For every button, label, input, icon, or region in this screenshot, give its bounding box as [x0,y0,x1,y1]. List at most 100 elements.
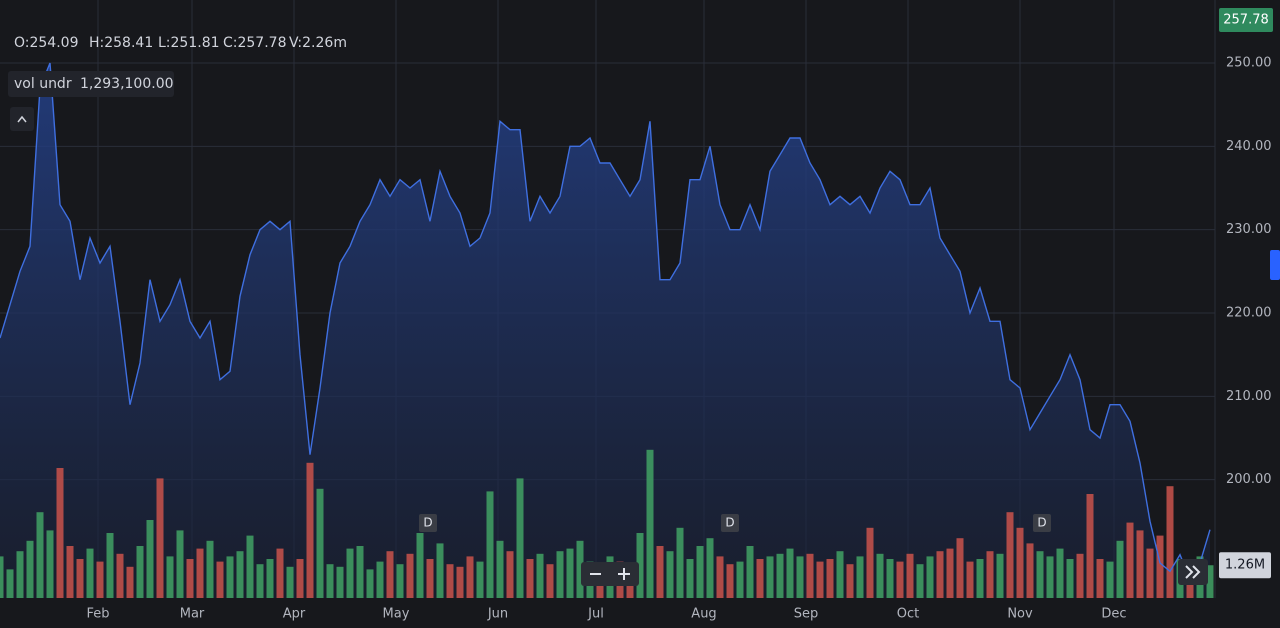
volume-bar [796,556,804,598]
volume-bar [256,564,264,598]
volume-bar [416,533,424,598]
x-tick-label: Sep [794,607,819,622]
volume-bar [756,559,764,598]
event-label: D [423,516,432,530]
volume-bar [326,564,334,598]
volume-bar [206,540,214,598]
y-tick-label: 230.00 [1226,222,1272,237]
volume-bar [1136,530,1144,598]
volume-bar [456,566,464,598]
volume-bar [936,551,944,598]
event-marker [1033,514,1051,532]
x-tick-label: May [383,607,410,622]
volume-bar [856,556,864,598]
volume-bar [1116,540,1124,598]
collapse-button[interactable] [10,107,34,131]
volume-bar [876,553,884,598]
event-label: D [725,516,734,530]
indicator-box[interactable] [8,71,174,97]
volume-bar [786,548,794,598]
volume-bar [306,462,314,598]
volume-bar [846,564,854,598]
volume-bar [886,559,894,598]
volume-bar [36,512,44,598]
volume-bar [1146,548,1154,598]
volume-bar [926,556,934,598]
x-tick-label: Mar [180,607,205,622]
volume-bar [1036,551,1044,598]
volume-bar [316,488,324,598]
volume-bar [476,561,484,598]
volume-tag [1219,552,1271,579]
volume-bar [56,468,64,598]
volume-bar [216,561,224,598]
last-price-tag [1219,8,1273,32]
volume: V:2.26m [289,35,347,51]
volume-bar [646,449,654,598]
volume-bar [976,559,984,598]
y-tick-label: 210.00 [1226,389,1272,404]
volume-bar [746,546,754,598]
volume-bar [46,530,54,598]
event-marker [419,514,437,532]
axes-layer: 200.00 210.00 220.00 230.00 240.00 250.00 Feb M… [86,56,1271,622]
y-tick-label: 200.00 [1226,472,1272,487]
volume-bar [1076,553,1084,598]
volume-bar [1206,565,1214,598]
volume-bar [196,548,204,598]
volume-bar [706,538,714,598]
side-handle[interactable] [1270,250,1280,280]
y-tick-label: 240.00 [1226,139,1272,154]
price-axis-panel [1215,0,1280,628]
volume-bar [916,564,924,598]
y-tick-label: 250.00 [1226,56,1272,71]
event-marker [721,514,739,532]
volume-bar [1156,535,1164,598]
zoom-controls [581,562,639,586]
volume-bar [106,533,114,598]
volume-bar [176,530,184,598]
volume-bar [696,546,704,598]
volume-bar [806,553,814,598]
volume-bar [6,569,14,598]
volume-bar [676,527,684,598]
volume-bar [346,548,354,598]
collapse-icon [17,115,27,123]
volume-bar [896,561,904,598]
high: H:258.41 [89,35,153,51]
x-tick-label: Dec [1101,607,1126,622]
volume-bar [716,556,724,598]
volume-bar [866,527,874,598]
x-tick-label: Nov [1007,607,1033,622]
volume-bar [486,491,494,598]
volume-bar [356,546,364,598]
volume-bar [1096,559,1104,598]
volume-bar [26,540,34,598]
volume-bar [656,546,664,598]
volume-layer [0,449,1214,598]
volume-bar [246,535,254,598]
volume-bar [126,566,134,598]
volume-bar [1016,527,1024,598]
x-tick-label: Jul [587,607,604,622]
volume-bar [0,556,4,598]
volume-bar [1166,486,1174,598]
volume-bar [576,540,584,598]
volume-bar [296,559,304,598]
volume-bar [16,551,24,598]
volume-bar [836,551,844,598]
volume-bar [436,543,444,598]
zoom-in[interactable] [618,568,630,580]
event-label: D [1037,516,1046,530]
volume-bar [66,546,74,598]
ohlc-legend: O:254.09 H:258.41 L:251.81 C:257.78 V:2.… [14,35,347,51]
indicator-value: 1,293,100.00 [80,76,174,92]
volume-bar [546,564,554,598]
volume-bar [906,553,914,598]
scroll-icon [1185,565,1201,579]
volume-bar [336,566,344,598]
volume-bar [266,559,274,598]
price-line [0,62,1211,582]
volume-bar [426,559,434,598]
